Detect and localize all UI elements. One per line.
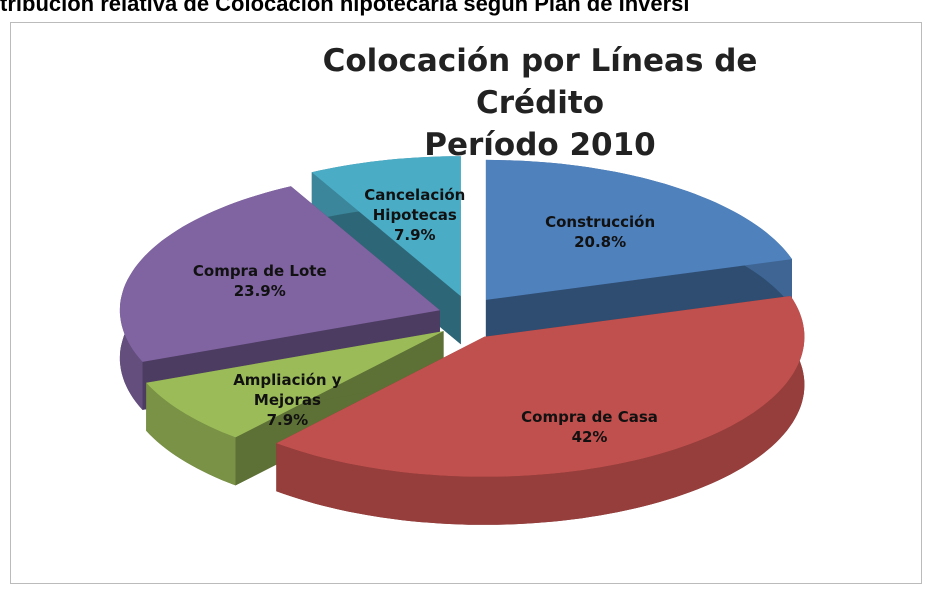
page-header: tribución relativa de Colocación hipotec… bbox=[0, 0, 690, 16]
slice-top bbox=[119, 186, 440, 362]
slice-top bbox=[276, 296, 805, 477]
slice-value: 23.9% bbox=[233, 282, 286, 301]
chart-title-block: Colocación por Líneas de Crédito Período… bbox=[260, 40, 820, 166]
slice-side bbox=[485, 259, 792, 348]
slice-top bbox=[311, 156, 461, 297]
slice-name: Ampliación y Mejoras bbox=[233, 370, 342, 409]
slice-top bbox=[485, 159, 792, 300]
data-label: Construcción 20.8% bbox=[510, 212, 690, 252]
slice bbox=[276, 296, 805, 525]
slice-name: Compra de Lote bbox=[192, 262, 327, 281]
data-label: Cancelación Hipotecas 7.9% bbox=[360, 185, 470, 245]
chart-frame bbox=[10, 22, 922, 584]
slice-name: Cancelación Hipotecas bbox=[364, 185, 466, 224]
slice-value: 7.9% bbox=[393, 225, 436, 244]
data-label: Compra de Lote 23.9% bbox=[170, 261, 350, 301]
chart-subtitle: Período 2010 bbox=[424, 127, 656, 163]
slice-value: 42% bbox=[571, 428, 608, 447]
slice-value: 20.8% bbox=[574, 233, 627, 252]
data-label: Compra de Casa 42% bbox=[500, 407, 680, 447]
slice bbox=[485, 159, 792, 348]
slice-top bbox=[146, 331, 444, 438]
chart-title: Colocación por Líneas de Crédito bbox=[322, 43, 758, 121]
slice-value: 7.9% bbox=[266, 410, 309, 429]
slice-wall bbox=[276, 296, 805, 525]
slice-wall bbox=[146, 382, 236, 486]
slice-name: Construcción bbox=[545, 213, 656, 232]
data-label: Ampliación y Mejoras 7.9% bbox=[232, 370, 342, 430]
slice-name: Compra de Casa bbox=[521, 408, 658, 427]
